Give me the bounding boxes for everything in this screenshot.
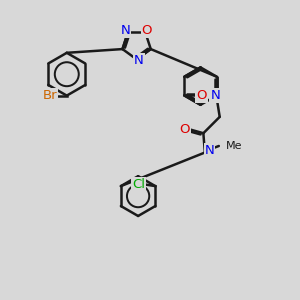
Text: O: O (196, 89, 207, 102)
Text: Cl: Cl (132, 178, 145, 191)
Text: O: O (142, 24, 152, 37)
Text: N: N (121, 25, 130, 38)
Text: N: N (134, 54, 144, 67)
Text: Br: Br (43, 89, 57, 102)
Text: Me: Me (226, 141, 243, 151)
Text: N: N (210, 89, 220, 102)
Text: N: N (204, 144, 214, 157)
Text: O: O (179, 123, 190, 136)
